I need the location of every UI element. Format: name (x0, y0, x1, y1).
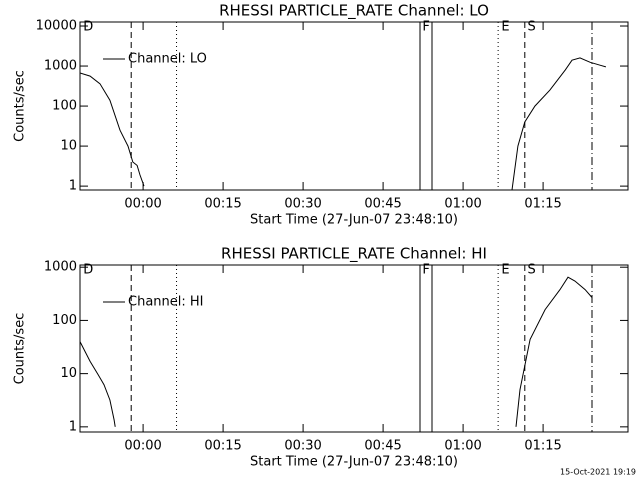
y-tick-label: 10 (60, 366, 77, 381)
x-axis-label: Start Time (27-Jun-07 23:48:10) (250, 213, 458, 228)
event-label: F (422, 20, 429, 35)
chart-title: RHESSI PARTICLE_RATE Channel: HI (221, 245, 487, 264)
event-label: S (527, 20, 535, 35)
x-axis-label: Start Time (27-Jun-07 23:48:10) (250, 455, 458, 470)
x-tick-label: 00:45 (364, 439, 401, 454)
plot-frame (79, 21, 629, 191)
event-label: E (501, 20, 509, 35)
legend-label: Channel: LO (128, 52, 207, 67)
y-tick-label: 100 (52, 313, 77, 328)
x-tick-label: 00:45 (364, 197, 401, 212)
x-tick-label: 00:30 (284, 197, 321, 212)
y-axis-label: Counts/sec (13, 70, 28, 142)
series-line (80, 57, 607, 190)
x-tick-label: 01:00 (444, 197, 481, 212)
plot-frame (79, 264, 629, 433)
y-tick-label: 1000 (44, 260, 77, 275)
event-label: D (83, 20, 93, 35)
x-tick-label: 01:00 (444, 439, 481, 454)
x-tick-label: 01:15 (524, 439, 561, 454)
footer: 15-Oct-2021 19:19 (560, 468, 636, 477)
y-tick-label: 10 (60, 139, 77, 154)
chart-title: RHESSI PARTICLE_RATE Channel: LO (219, 2, 489, 21)
legend-label: Channel: HI (128, 295, 204, 310)
event-label: F (422, 263, 429, 278)
y-tick-label: 1 (69, 419, 77, 434)
y-axis-label: Counts/sec (13, 313, 28, 385)
x-tick-label: 00:00 (124, 439, 161, 454)
x-tick-label: 00:30 (284, 439, 321, 454)
series-line (80, 276, 593, 427)
y-tick-label: 100 (52, 99, 77, 114)
event-label: E (501, 263, 509, 278)
x-tick-label: 00:15 (204, 197, 241, 212)
x-tick-label: 01:15 (524, 197, 561, 212)
y-tick-label: 10000 (36, 19, 77, 34)
y-tick-label: 1000 (44, 59, 77, 74)
y-tick-label: 1 (69, 179, 77, 194)
event-label: S (527, 263, 535, 278)
x-tick-label: 00:00 (124, 197, 161, 212)
x-tick-label: 00:15 (204, 439, 241, 454)
event-label: D (83, 263, 93, 278)
